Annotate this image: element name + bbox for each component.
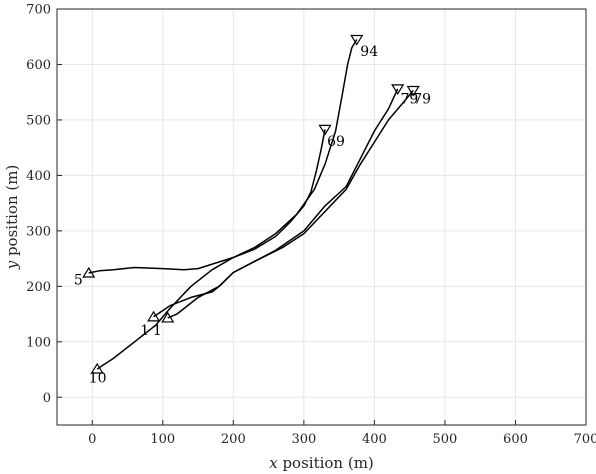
y-tick-label: 700 — [26, 3, 51, 18]
x-axis-label: x position (m) — [269, 454, 374, 472]
track-id-label: 69 — [327, 134, 345, 150]
markers — [82, 34, 420, 374]
x-tick-label: 300 — [291, 432, 316, 447]
y-tick-label: 300 — [26, 224, 51, 239]
y-tick-label: 600 — [26, 58, 51, 73]
y-tick-label: 200 — [26, 280, 51, 295]
x-tick-label: 100 — [150, 432, 175, 447]
trajectory-line-3 — [167, 88, 399, 319]
end-marker — [406, 85, 420, 97]
trajectory-line-2 — [153, 90, 414, 318]
trajectory-line-0 — [88, 129, 326, 274]
y-tick-label: 100 — [26, 335, 51, 350]
plot-frame — [56, 8, 587, 426]
start-marker — [82, 266, 96, 278]
track-id-label: 1 — [153, 323, 162, 339]
end-marker — [318, 124, 332, 136]
track-id-label: 10 — [89, 370, 107, 386]
trajectories — [88, 39, 414, 370]
y-tick-labels: 0 100 200 300 400 500 600 700 — [26, 3, 51, 406]
start-marker — [90, 362, 104, 374]
y-axis-label: y position (m) — [3, 165, 21, 271]
y-tick-label: 500 — [26, 113, 51, 128]
x-tick-label: 400 — [362, 432, 387, 447]
grid — [57, 8, 587, 425]
x-tick-labels: 0 100 200 300 400 500 600 700 — [88, 432, 596, 447]
track-id-label: 79 — [413, 91, 431, 107]
x-tick-label: 500 — [433, 432, 458, 447]
start-marker — [161, 311, 175, 323]
y-tick-label: 400 — [26, 169, 51, 184]
track-id-label: 1 — [140, 323, 149, 339]
x-tick-label: 200 — [221, 432, 246, 447]
track-id-label: 94 — [360, 44, 378, 60]
track-id-label: 5 — [74, 273, 83, 289]
x-tick-label: 0 — [88, 432, 96, 447]
start-marker — [147, 310, 161, 322]
y-tick-label: 0 — [43, 391, 51, 406]
end-marker — [350, 34, 364, 46]
track-id-label: 79 — [400, 91, 418, 107]
x-tick-label: 700 — [574, 432, 596, 447]
end-marker — [391, 84, 405, 96]
x-tick-label: 600 — [503, 432, 528, 447]
trajectory-line-1 — [96, 39, 358, 370]
